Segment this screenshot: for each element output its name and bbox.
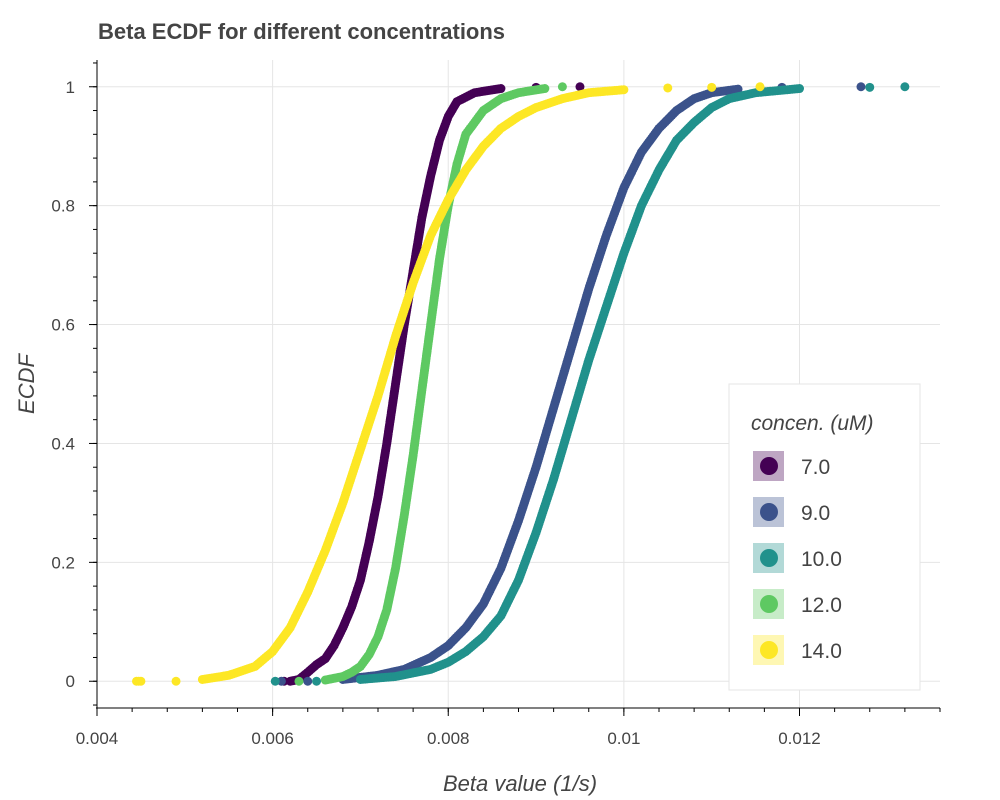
data-point [707, 82, 717, 92]
data-point [733, 84, 743, 94]
legend-marker [760, 595, 778, 613]
data-point [540, 84, 550, 94]
legend-label: 14.0 [801, 640, 842, 663]
legend-label: 9.0 [801, 502, 830, 525]
data-point [303, 676, 313, 686]
data-point [856, 82, 866, 92]
data-point [663, 83, 673, 93]
data-point [575, 82, 585, 92]
y-tick-label: 0.6 [51, 316, 75, 335]
x-tick-label: 0.01 [607, 729, 640, 748]
y-axis-label: ECDF [14, 352, 39, 413]
data-point [755, 82, 765, 92]
data-point [171, 676, 181, 686]
legend-label: 7.0 [801, 456, 830, 479]
series-10.0 [270, 82, 910, 686]
legend-label: 10.0 [801, 548, 842, 571]
data-point [496, 84, 506, 94]
data-point [136, 676, 146, 686]
data-points [132, 82, 910, 686]
data-point [795, 84, 804, 94]
legend-marker [760, 457, 778, 475]
x-axis-label: Beta value (1/s) [443, 771, 597, 796]
x-tick-label: 0.012 [778, 729, 821, 748]
legend-box [728, 383, 921, 691]
data-point [865, 82, 875, 92]
y-tick-label: 0.4 [51, 434, 75, 453]
legend: concen. (uM) 7.0 9.0 10.0 12.0 14.0 [728, 383, 921, 691]
data-point [294, 676, 304, 686]
legend-item-12.0: 12.0 [753, 589, 842, 619]
series-14.0 [132, 82, 765, 686]
axes: 0.004 0.006 0.008 0.01 0.012 0 0.2 0.4 0.6 0.8 1 [51, 60, 941, 748]
x-tick-label: 0.008 [427, 729, 470, 748]
legend-marker [760, 503, 778, 521]
data-point [557, 82, 567, 92]
y-tick-label: 0.2 [51, 553, 75, 572]
legend-item-10.0: 10.0 [753, 543, 842, 573]
data-point [270, 676, 280, 686]
series-12.0 [294, 82, 567, 686]
y-tick-label: 0.8 [51, 197, 75, 216]
legend-marker [760, 549, 778, 567]
x-tick-label: 0.006 [251, 729, 294, 748]
chart-title: Beta ECDF for different concentrations [98, 19, 505, 44]
legend-title: concen. (uM) [751, 412, 874, 435]
legend-label: 12.0 [801, 594, 842, 617]
y-tick-label: 0 [66, 672, 75, 691]
legend-marker [760, 641, 778, 659]
y-tick-label: 1 [66, 78, 75, 97]
data-point [619, 85, 629, 95]
data-point [900, 82, 910, 92]
series-9.0 [276, 82, 866, 686]
legend-item-14.0: 14.0 [753, 635, 842, 665]
legend-item-9.0: 9.0 [753, 497, 830, 527]
x-tick-label: 0.004 [76, 729, 119, 748]
data-point [312, 676, 322, 686]
legend-item-7.0: 7.0 [753, 451, 830, 481]
